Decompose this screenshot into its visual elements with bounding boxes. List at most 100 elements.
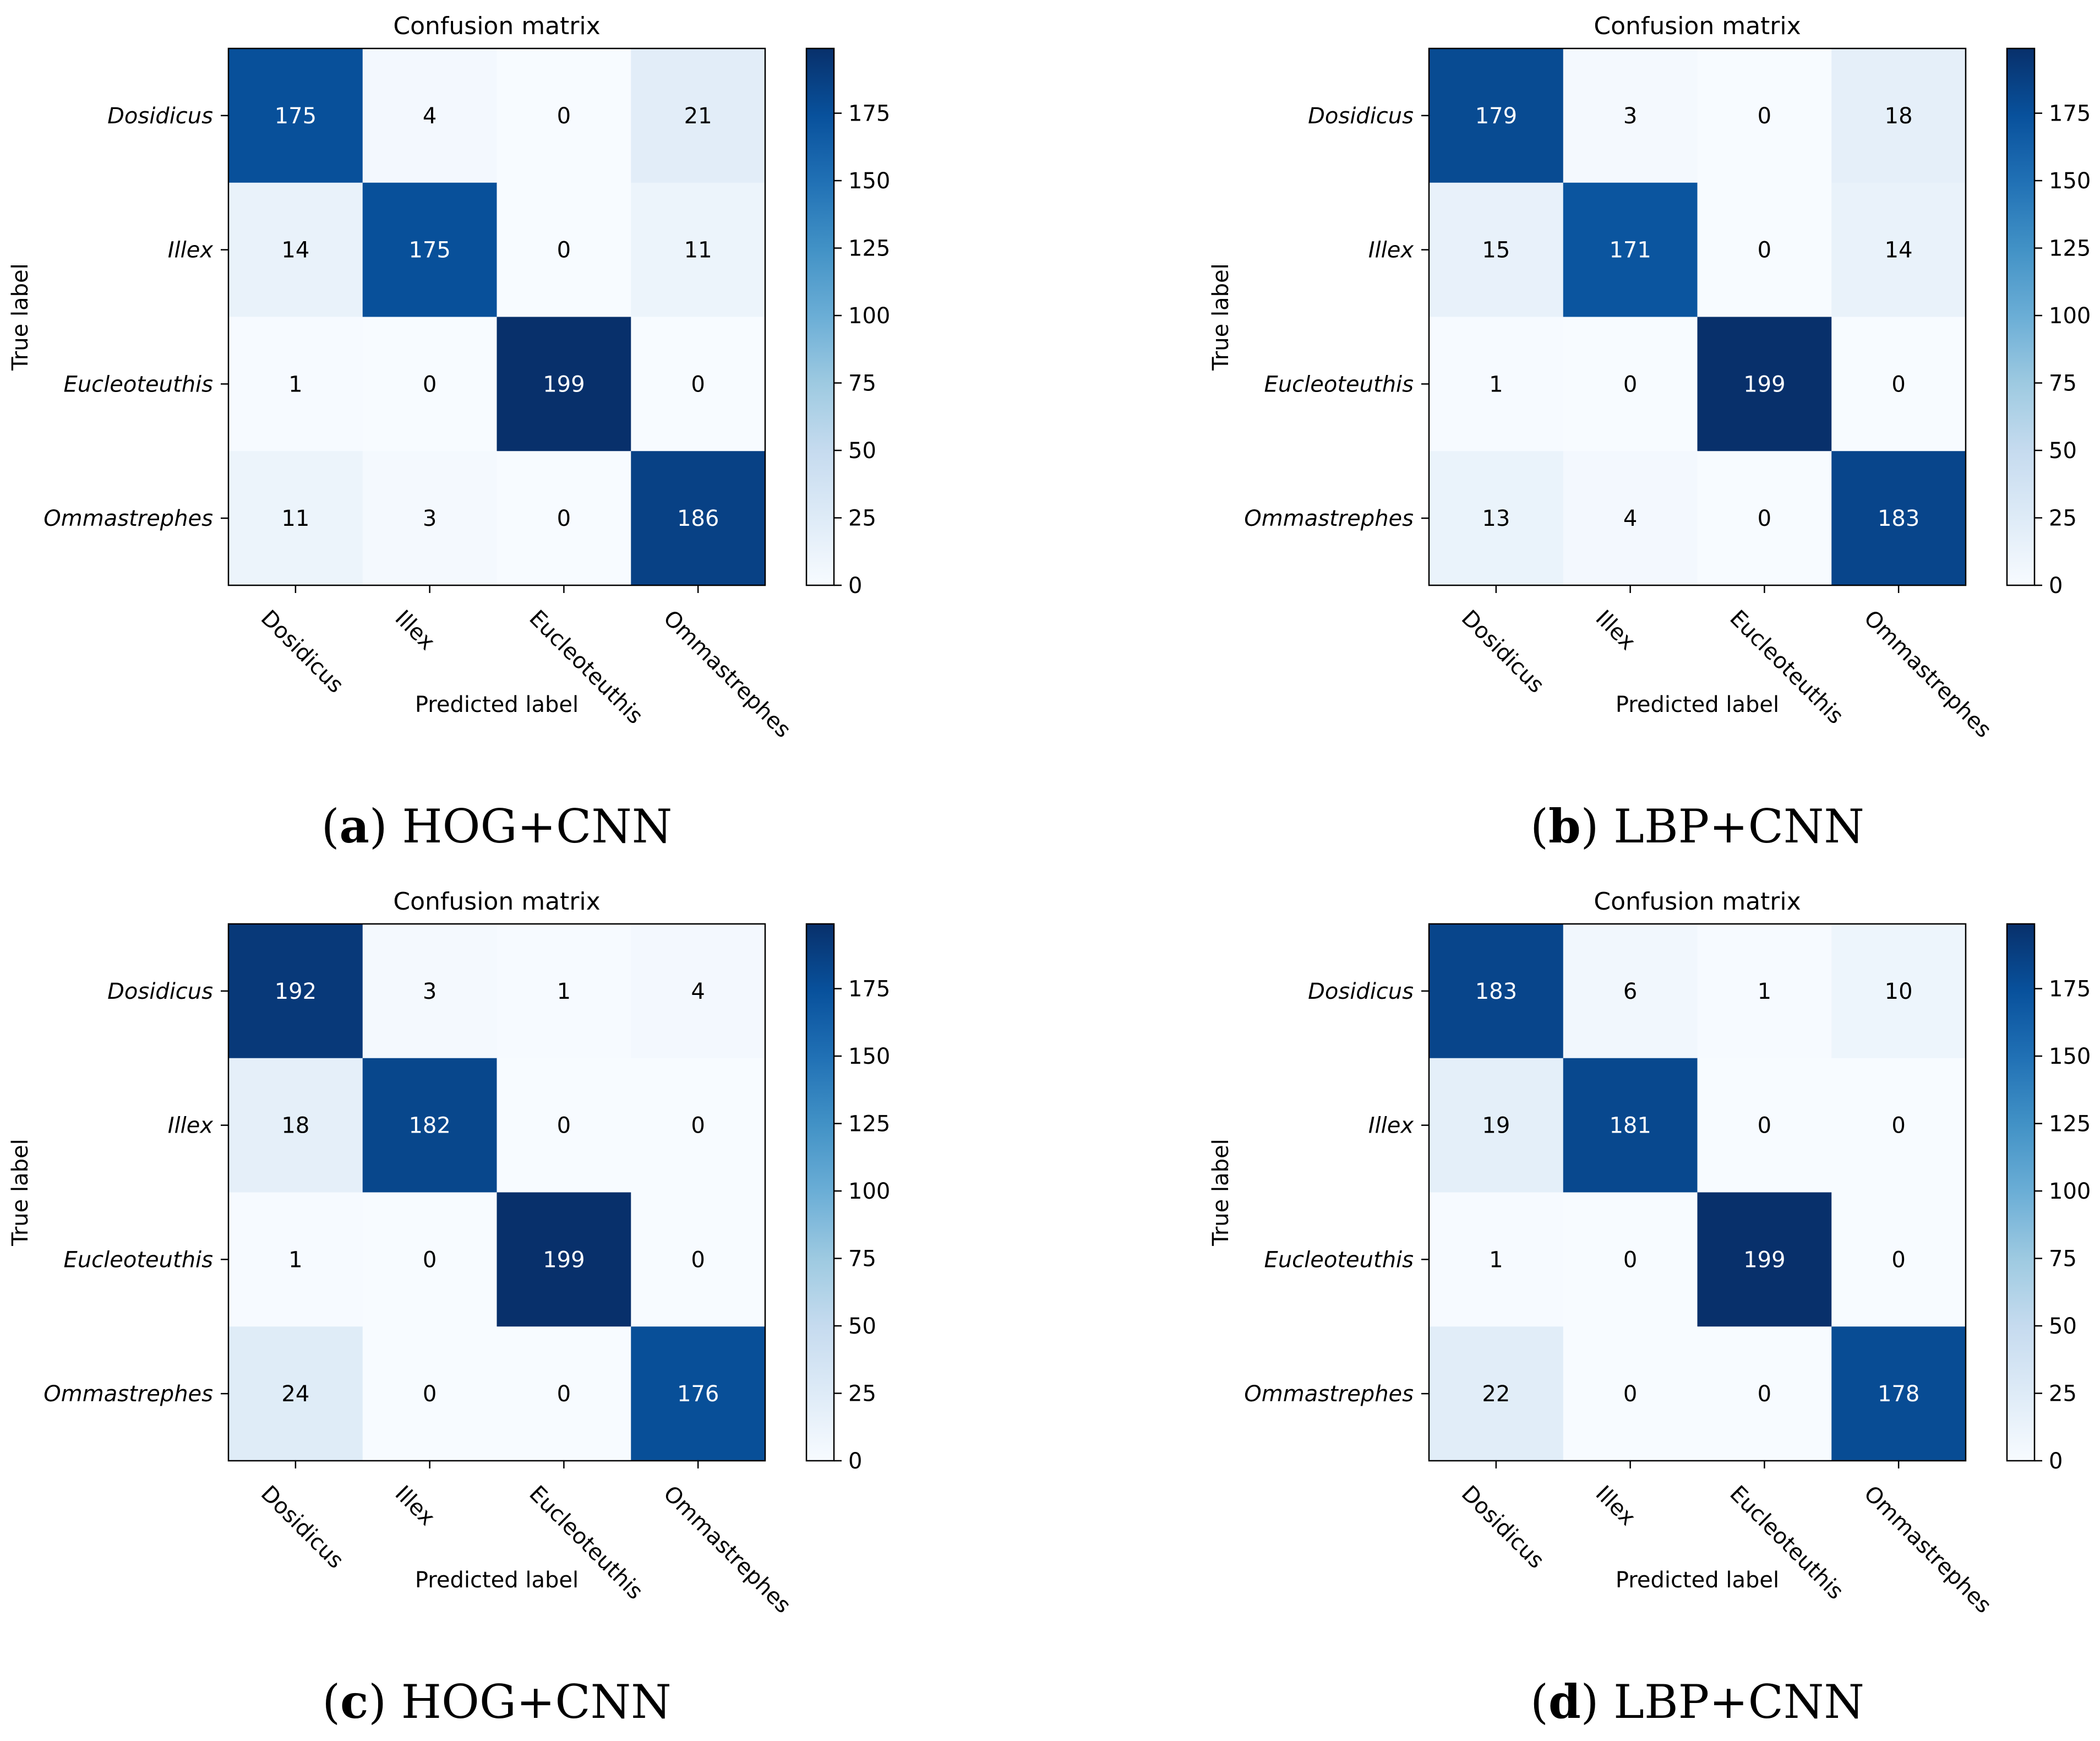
caption-close-paren: ) xyxy=(369,799,402,853)
colorbar-tick-label: 0 xyxy=(2049,1449,2063,1474)
x-tick-label: Illex xyxy=(390,1481,440,1531)
cell-value-label: 4 xyxy=(1623,506,1637,531)
cell-value-label: 0 xyxy=(1758,506,1771,531)
cell-value-label: 18 xyxy=(1885,104,1913,129)
heatmap-cell xyxy=(228,48,363,183)
heatmap-cell xyxy=(1563,924,1698,1059)
confusion-matrix-panel-b: Confusion matrix 179 3 0 18 15 171 0 14 1 0 199 0 13 4… xyxy=(1208,12,2091,853)
cell-value-label: 182 xyxy=(408,1113,450,1139)
cell-value-label: 15 xyxy=(1482,238,1510,263)
panel-caption: (b) LBP+CNN xyxy=(1530,799,1864,853)
heatmap-cell xyxy=(228,451,363,586)
y-axis-label: True label xyxy=(8,1139,33,1246)
y-tick-label: Ommastrephes xyxy=(43,506,213,531)
colorbar-tick-label: 150 xyxy=(848,168,890,194)
heatmap-cell xyxy=(1563,451,1698,586)
colorbar-tick-label: 0 xyxy=(848,573,862,599)
cell-value-label: 11 xyxy=(684,238,712,263)
heatmap-cell xyxy=(497,1058,631,1193)
heatmap-cell xyxy=(1831,182,1966,317)
colorbar-tick-label: 75 xyxy=(848,1247,876,1272)
cell-value-label: 192 xyxy=(275,979,317,1004)
heatmap-cell xyxy=(1429,924,1564,1059)
heatmap-cell xyxy=(631,924,766,1059)
x-axis-label: Predicted label xyxy=(1616,692,1779,717)
colorbar-tick-label: 50 xyxy=(848,438,876,464)
y-tick-label: Eucleoteuthis xyxy=(64,1247,213,1272)
colorbar-tick-label: 125 xyxy=(2049,236,2091,262)
cell-value-label: 199 xyxy=(1743,372,1785,397)
heatmap-cell xyxy=(1429,1192,1564,1327)
colorbar xyxy=(805,923,835,1462)
cell-value-label: 0 xyxy=(1758,1113,1771,1139)
heatmap-cell xyxy=(631,1192,766,1327)
heatmap-cell xyxy=(1697,924,1832,1059)
cell-value-label: 0 xyxy=(423,372,437,397)
cell-value-label: 14 xyxy=(1885,238,1913,263)
chart-title: Confusion matrix xyxy=(393,888,600,916)
colorbar-tick-label: 125 xyxy=(848,236,890,262)
y-tick-label: Dosidicus xyxy=(1308,979,1414,1004)
y-axis-label: True label xyxy=(1208,263,1234,371)
matrix-frame xyxy=(227,923,766,1462)
y-tick-label: Illex xyxy=(1368,1113,1414,1139)
caption-letter: b xyxy=(1548,799,1581,853)
chart-title: Confusion matrix xyxy=(1594,888,1801,916)
heatmap-cell xyxy=(228,1058,363,1193)
heatmap-cell xyxy=(631,451,766,586)
cell-value-label: 4 xyxy=(423,104,437,129)
heatmap-cell xyxy=(1563,317,1698,451)
cell-value-label: 199 xyxy=(543,1247,585,1272)
heatmap-cell xyxy=(1697,317,1832,451)
cell-value-label: 1 xyxy=(1489,372,1503,397)
heatmap-cell xyxy=(1831,1192,1966,1327)
colorbar-tick-label: 175 xyxy=(848,101,890,127)
matrix-frame xyxy=(1428,47,1967,586)
x-axis-label: Predicted label xyxy=(1616,1568,1779,1593)
cell-value-label: 0 xyxy=(557,1381,571,1407)
cell-value-label: 0 xyxy=(691,1247,705,1272)
heatmap-cell xyxy=(631,317,766,451)
heatmap-cell xyxy=(1429,1326,1564,1461)
heatmap-cell xyxy=(497,317,631,451)
cell-value-label: 1 xyxy=(288,1247,302,1272)
colorbar-tick-label: 50 xyxy=(2049,1314,2077,1339)
heatmap-cell xyxy=(497,451,631,586)
cell-value-label: 186 xyxy=(677,506,719,531)
y-tick-label: Dosidicus xyxy=(1308,104,1414,129)
x-tick-label: Illex xyxy=(1591,606,1640,655)
colorbar xyxy=(2006,923,2036,1462)
panel-caption: (c) HOG+CNN xyxy=(322,1674,671,1729)
cell-value-label: 6 xyxy=(1623,979,1637,1004)
heatmap-cell xyxy=(228,317,363,451)
heatmap-cell xyxy=(1831,451,1966,586)
y-tick-label: Eucleoteuthis xyxy=(64,372,213,397)
cell-value-label: 176 xyxy=(677,1381,719,1407)
heatmap-cell xyxy=(1563,48,1698,183)
cell-value-label: 183 xyxy=(1878,506,1919,531)
caption-open-paren: ( xyxy=(1530,799,1548,853)
cell-value-label: 4 xyxy=(691,979,705,1004)
heatmap-cell xyxy=(228,924,363,1059)
y-tick-label: Ommastrephes xyxy=(1244,1381,1414,1407)
cell-value-label: 19 xyxy=(1482,1113,1510,1139)
cell-value-label: 183 xyxy=(1475,979,1517,1004)
caption-letter: d xyxy=(1548,1674,1581,1729)
colorbar-tick-label: 50 xyxy=(848,1314,876,1339)
heatmap-cell xyxy=(362,924,497,1059)
cell-value-label: 171 xyxy=(1609,238,1651,263)
caption-open-paren: ( xyxy=(321,799,340,853)
colorbar-tick-label: 50 xyxy=(2049,438,2077,464)
cell-value-label: 0 xyxy=(1758,238,1771,263)
caption-open-paren: ( xyxy=(322,1675,340,1729)
x-tick-label: Ommastrephes xyxy=(1859,1481,1996,1618)
y-axis-label: True label xyxy=(1208,1139,1234,1246)
cell-value-label: 178 xyxy=(1878,1381,1919,1407)
cell-value-label: 0 xyxy=(557,104,571,129)
y-tick-label: Illex xyxy=(168,238,214,263)
x-tick-label: Dosidicus xyxy=(256,1481,348,1574)
heatmap-cell xyxy=(1563,1192,1698,1327)
heatmap-cell xyxy=(631,1058,766,1193)
heatmap-cell xyxy=(1697,1192,1832,1327)
